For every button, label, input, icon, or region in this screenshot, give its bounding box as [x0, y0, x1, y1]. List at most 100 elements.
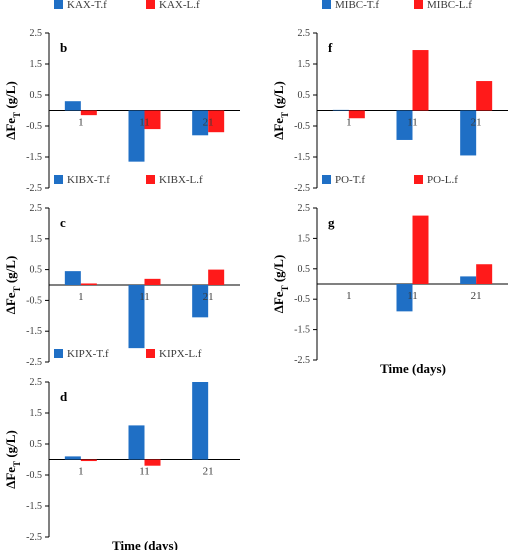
legend-label: PO-L.f	[427, 174, 458, 186]
legend-label: KIPX-L.f	[159, 348, 202, 360]
bar-MIBC-L.f	[476, 81, 493, 111]
panel-label: g	[328, 215, 335, 230]
bar-MIBC-T.f	[332, 109, 349, 111]
y-tick-label: 2.5	[30, 28, 43, 39]
y-tick-label: 0.5	[30, 265, 43, 276]
panel-label: f	[328, 40, 333, 55]
panel-label: b	[60, 40, 67, 55]
bar-KIPX-T.f	[64, 456, 81, 460]
legend-swatch	[322, 175, 331, 184]
legend-swatch	[322, 0, 331, 9]
bar-KIBX-L.f	[80, 283, 97, 285]
y-tick-label: -2.5	[26, 532, 42, 543]
bar-KIPX-L.f	[80, 459, 97, 462]
bar-KIPX-T.f	[128, 425, 145, 460]
y-tick-label: 0.5	[30, 439, 43, 450]
y-tick-label: -0.5	[294, 121, 310, 132]
chart-panel-d: KIPX-T.f KIPX-L.f2.51.50.5-0.5-1.5-2.51 11…	[3, 348, 240, 550]
legend-label: MIBC-T.f	[335, 0, 379, 11]
y-tick-label: 0.5	[30, 90, 43, 101]
chart-panel-f: MIBC-T.f MIBC-L.f2.51.50.5-0.5-1.5-2.51 11…	[271, 0, 508, 194]
y-tick-label: 1.5	[30, 234, 43, 245]
x-tick-label: 1	[346, 290, 352, 302]
y-tick-label: -1.5	[294, 325, 310, 336]
y-tick-label: 2.5	[30, 377, 43, 388]
legend-label: PO-T.f	[335, 174, 365, 186]
legend-swatch	[414, 175, 423, 184]
x-tick-label: 1	[346, 117, 352, 129]
bar-KAX-L.f	[144, 110, 161, 130]
chart-panel-c: KIBX-T.f KIBX-L.f2.51.50.5-0.5-1.5-2.51 11…	[3, 174, 240, 368]
x-tick-label: 21	[203, 117, 214, 129]
legend-swatch	[146, 175, 155, 184]
y-axis-title: ΔFeT (g/L)	[271, 81, 290, 140]
legend-label: KAX-L.f	[159, 0, 200, 11]
bar-MIBC-T.f	[460, 110, 477, 156]
legend-swatch	[54, 349, 63, 358]
y-tick-label: -2.5	[294, 183, 310, 194]
legend-label: KIBX-T.f	[67, 174, 110, 186]
legend-swatch	[146, 349, 155, 358]
y-tick-label: 2.5	[30, 203, 43, 214]
y-tick-label: 1.5	[298, 233, 311, 244]
x-axis-title: Time (days)	[380, 361, 446, 376]
bar-PO-L.f	[412, 215, 429, 284]
x-tick-label: 11	[407, 290, 418, 302]
chart-panel-b: KAX-T.f KAX-L.f2.51.50.5-0.5-1.5-2.51 11 21…	[3, 0, 240, 194]
legend-label: KAX-T.f	[67, 0, 107, 11]
y-axis-title: ΔFeT (g/L)	[3, 256, 22, 315]
x-tick-label: 1	[78, 117, 84, 129]
x-tick-label: 11	[139, 291, 150, 303]
y-tick-label: 0.5	[298, 90, 311, 101]
y-tick-label: -1.5	[294, 152, 310, 163]
bar-MIBC-L.f	[412, 50, 429, 111]
x-tick-label: 1	[78, 466, 84, 478]
bar-KIBX-L.f	[144, 278, 161, 285]
legend-swatch	[54, 175, 63, 184]
bar-KIBX-T.f	[64, 271, 81, 285]
chart-panel-g: PO-T.f PO-L.f2.51.50.5-0.5-1.5-2.51 11 21gΔ…	[271, 174, 508, 376]
legend-swatch	[54, 0, 63, 9]
y-tick-label: -2.5	[26, 357, 42, 368]
bar-KAX-T.f	[64, 101, 81, 111]
x-tick-label: 21	[203, 466, 214, 478]
y-tick-label: -1.5	[26, 326, 42, 337]
bar-PO-T.f	[396, 284, 413, 312]
bar-KIBX-T.f	[192, 285, 209, 318]
y-tick-label: 1.5	[30, 408, 43, 419]
y-tick-label: -2.5	[26, 183, 42, 194]
bar-MIBC-L.f	[348, 110, 365, 119]
legend-swatch	[146, 0, 155, 9]
x-tick-label: 21	[471, 117, 482, 129]
panel-label: c	[60, 215, 66, 230]
bar-KIBX-T.f	[128, 285, 145, 349]
y-tick-label: 0.5	[298, 264, 311, 275]
y-tick-label: -0.5	[294, 294, 310, 305]
y-tick-label: -1.5	[26, 501, 42, 512]
y-tick-label: -1.5	[26, 152, 42, 163]
y-tick-label: -2.5	[294, 355, 310, 366]
x-tick-label: 1	[78, 291, 84, 303]
y-tick-label: -0.5	[26, 121, 42, 132]
y-axis-title: ΔFeT (g/L)	[3, 430, 22, 489]
legend-label: MIBC-L.f	[427, 0, 472, 11]
bar-KIPX-L.f	[144, 459, 161, 466]
bar-PO-T.f	[460, 276, 477, 284]
bar-KIBX-L.f	[208, 269, 225, 285]
bar-KIPX-T.f	[192, 382, 209, 460]
bar-KAX-L.f	[80, 110, 97, 116]
bar-PO-L.f	[476, 264, 493, 284]
bar-KAX-T.f	[128, 110, 145, 162]
bar-MIBC-T.f	[396, 110, 413, 140]
bar-KAX-L.f	[208, 110, 225, 133]
x-tick-label: 11	[139, 117, 150, 129]
y-axis-title: ΔFeT (g/L)	[3, 81, 22, 140]
y-tick-label: 2.5	[298, 203, 311, 214]
y-tick-label: -0.5	[26, 470, 42, 481]
x-tick-label: 11	[139, 466, 150, 478]
legend-swatch	[414, 0, 423, 9]
y-tick-label: 2.5	[298, 28, 311, 39]
panel-label: d	[60, 389, 68, 404]
x-tick-label: 21	[471, 290, 482, 302]
